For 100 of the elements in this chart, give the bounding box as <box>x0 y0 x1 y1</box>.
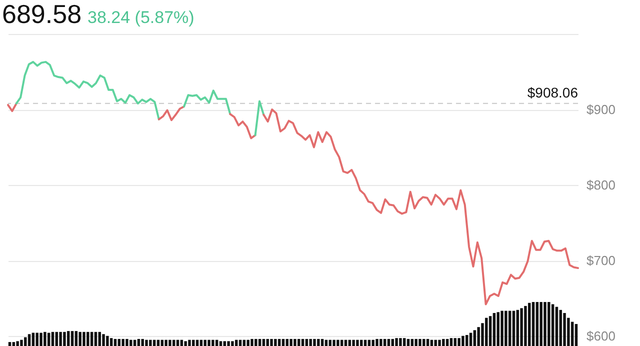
bar <box>313 338 316 346</box>
line-series <box>183 90 232 116</box>
bar <box>454 338 456 346</box>
bar <box>414 338 418 346</box>
bar <box>254 338 258 346</box>
bar <box>426 338 430 346</box>
bar <box>442 338 445 346</box>
bar <box>110 338 113 346</box>
bar <box>137 338 140 346</box>
bar <box>297 338 300 346</box>
bar <box>106 336 109 346</box>
bar <box>176 340 180 346</box>
bar <box>47 332 50 346</box>
bar <box>20 340 23 346</box>
bar <box>223 341 226 346</box>
bar <box>16 341 19 346</box>
bar <box>90 332 94 346</box>
bar <box>130 340 132 346</box>
bar <box>508 310 512 346</box>
bar <box>348 340 352 346</box>
bar <box>462 336 464 346</box>
y-tick-label: $900 <box>586 102 616 117</box>
bar <box>66 331 70 346</box>
bar <box>387 338 390 346</box>
bar <box>368 340 371 346</box>
bar <box>200 340 203 346</box>
line-series <box>229 113 256 140</box>
bar <box>12 342 16 346</box>
bar <box>32 332 35 346</box>
bar <box>438 340 441 346</box>
bar <box>492 313 496 346</box>
bar <box>324 340 328 346</box>
bar <box>504 310 508 346</box>
bar <box>63 332 66 346</box>
bar <box>86 332 90 346</box>
bar <box>376 338 378 346</box>
bar <box>305 338 308 346</box>
bar <box>122 338 124 346</box>
y-tick-label: $700 <box>586 253 616 268</box>
bar <box>44 332 46 346</box>
bar <box>219 341 222 346</box>
bar <box>516 310 520 346</box>
bar <box>559 310 562 346</box>
bar <box>278 338 281 346</box>
bar <box>184 341 187 346</box>
bar <box>422 338 426 346</box>
bar <box>82 332 86 346</box>
bar <box>152 340 156 346</box>
bar <box>282 338 285 346</box>
bar <box>145 340 148 346</box>
y-tick-label: $800 <box>586 178 616 192</box>
bar <box>383 338 386 346</box>
bar <box>204 340 206 346</box>
bar <box>274 338 277 346</box>
bar <box>434 340 437 346</box>
bar <box>465 335 468 346</box>
bar <box>488 316 492 346</box>
bar <box>551 304 554 346</box>
bar <box>234 340 238 346</box>
bar <box>309 338 312 346</box>
bar <box>344 340 348 346</box>
bar <box>570 322 574 346</box>
bar <box>24 337 27 346</box>
bar <box>512 310 516 346</box>
bar <box>336 340 340 346</box>
bar <box>360 340 363 346</box>
bar <box>364 340 367 346</box>
bar <box>469 332 472 346</box>
bar <box>55 332 58 346</box>
bar <box>258 338 262 346</box>
bar <box>227 341 230 346</box>
bar <box>496 312 500 346</box>
bar <box>328 340 332 346</box>
bar <box>270 338 273 346</box>
bar <box>301 338 304 346</box>
bar <box>418 338 422 346</box>
bar <box>231 341 234 346</box>
bar <box>102 334 105 346</box>
chart-title: 689.58 <box>2 0 82 29</box>
bar <box>574 324 578 346</box>
bar <box>532 302 535 346</box>
bar <box>446 338 449 346</box>
chart-subtitle: 38.24 (5.87%) <box>88 8 194 27</box>
bar <box>36 332 38 346</box>
bar <box>458 338 460 346</box>
bar <box>290 338 292 346</box>
bar <box>114 338 117 346</box>
bar <box>192 340 195 346</box>
line-series <box>262 108 579 306</box>
bar <box>238 340 242 346</box>
bar <box>141 338 144 346</box>
bar <box>98 332 101 346</box>
bar <box>215 340 218 346</box>
bar <box>196 340 199 346</box>
bar <box>51 332 54 346</box>
bar <box>118 338 121 346</box>
bar <box>548 302 550 346</box>
bar <box>188 340 191 346</box>
line-series <box>158 105 186 122</box>
bar <box>473 330 476 346</box>
